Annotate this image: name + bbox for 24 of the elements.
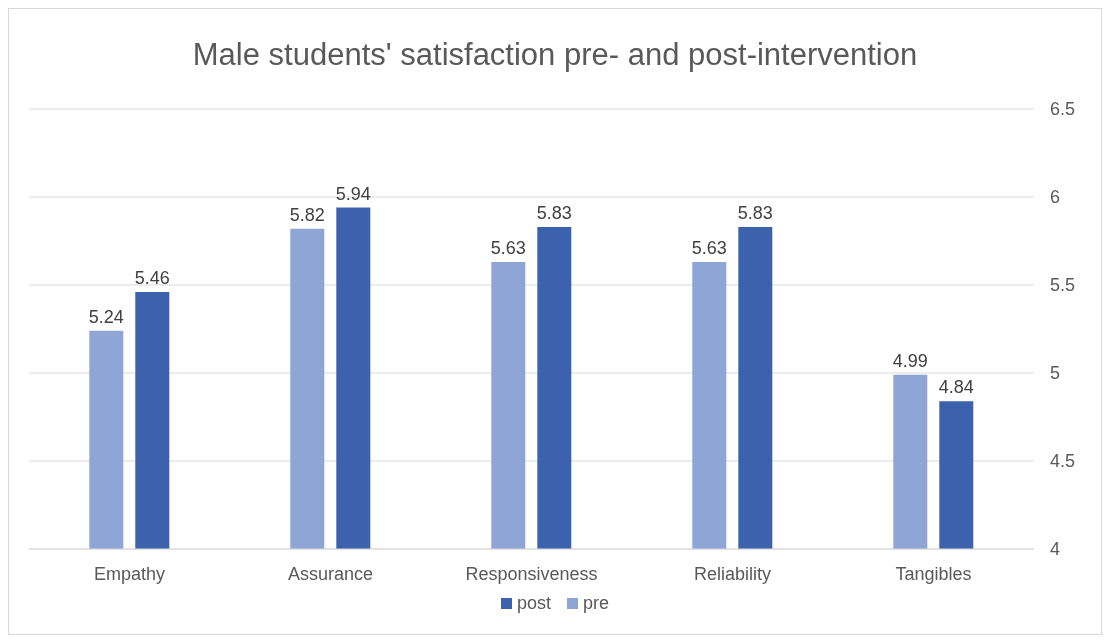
data-label: 4.84	[938, 377, 974, 398]
x-tick-label: Empathy	[93, 563, 166, 584]
x-tick-label: Tangibles	[895, 563, 972, 584]
y-tick-label: 5	[1050, 363, 1061, 384]
data-label: 5.63	[691, 238, 727, 259]
x-tick-label: Reliability	[693, 563, 772, 584]
y-tick-label: 5.5	[1050, 275, 1076, 296]
data-label: 5.24	[88, 306, 124, 327]
y-tick-label: 6.5	[1050, 99, 1076, 120]
data-label: 5.94	[335, 183, 371, 204]
y-tick-label: 6	[1050, 187, 1061, 208]
data-label: 5.46	[134, 268, 170, 289]
x-tick-label: Responsiveness	[465, 563, 598, 584]
y-tick-label: 4	[1050, 539, 1061, 560]
chart-title: Male students' satisfaction pre- and post-intervention	[191, 36, 919, 74]
data-label: 4.99	[892, 350, 928, 371]
legend-label: pre	[583, 593, 610, 614]
x-tick-label: Assurance	[287, 563, 374, 584]
data-label: 5.83	[536, 202, 572, 223]
data-label: 5.63	[490, 238, 526, 259]
data-label: 5.82	[289, 204, 325, 225]
legend-label: post	[516, 593, 551, 614]
y-tick-label: 4.5	[1050, 451, 1076, 472]
data-label: 5.83	[737, 202, 773, 223]
